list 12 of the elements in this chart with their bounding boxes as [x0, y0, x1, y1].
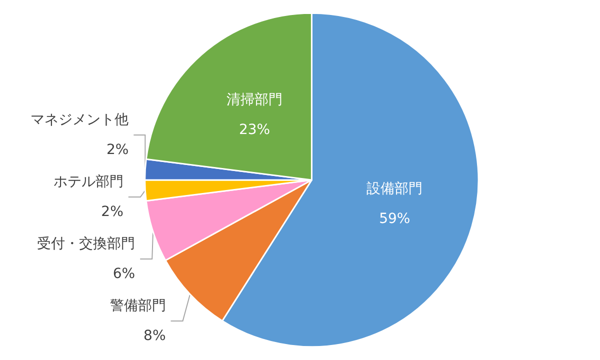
data-label: 2% — [101, 204, 124, 220]
slice-label: マネジメント他 — [30, 112, 129, 128]
data-label: 6% — [112, 266, 136, 282]
data-label: 8% — [144, 328, 166, 344]
slice-label: 清掃部門 — [226, 92, 283, 108]
data-label: 23% — [238, 122, 270, 138]
data-label: 59% — [379, 211, 410, 228]
slice-label: ホテル部門 — [53, 174, 124, 190]
slice-label: 受付・交換部門 — [37, 236, 136, 252]
slice-label: 設備部門 — [366, 181, 423, 198]
data-label: 2% — [106, 142, 129, 158]
slice-label: 警備部門 — [110, 298, 166, 314]
